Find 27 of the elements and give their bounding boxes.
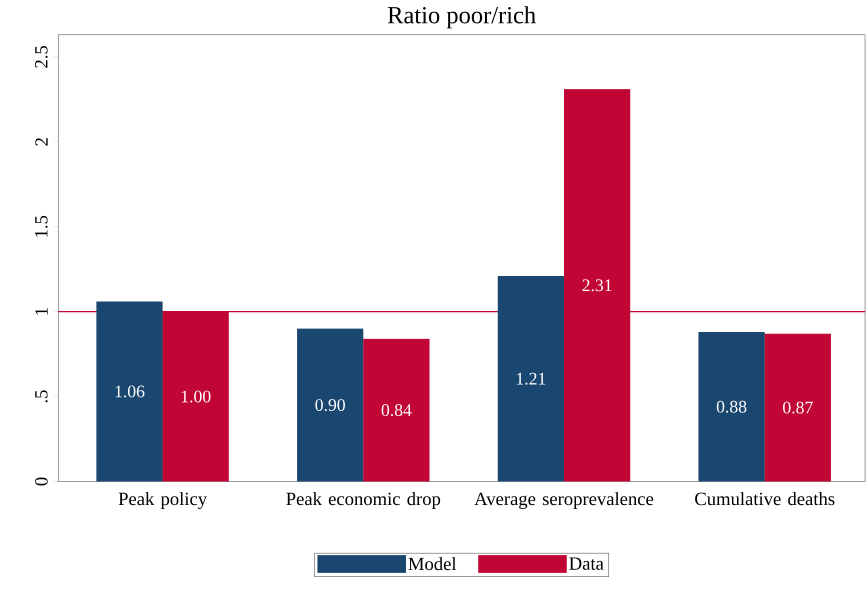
y-tick-label: 2.5 bbox=[35, 46, 48, 68]
legend-label: Model bbox=[408, 557, 456, 570]
data-label: 1.06 bbox=[116, 386, 144, 398]
bar bbox=[363, 338, 430, 482]
x-tick-label: Cumulative deaths bbox=[695, 492, 834, 506]
data-label: 1.21 bbox=[516, 372, 546, 385]
data-label: 0.84 bbox=[382, 404, 412, 416]
y-tick-label: .5 bbox=[35, 390, 48, 402]
y-tick-label: 0 bbox=[35, 478, 48, 486]
legend-label: Data bbox=[569, 558, 604, 570]
data-label: 0.88 bbox=[716, 400, 746, 413]
bar bbox=[96, 302, 163, 482]
bar bbox=[297, 328, 364, 482]
x-tick-label: Average seroprevalence bbox=[474, 492, 654, 510]
bar bbox=[698, 332, 765, 482]
x-tick-label: Peak policy bbox=[118, 492, 208, 510]
y-tick-label: 2 bbox=[35, 138, 48, 146]
bar bbox=[764, 334, 831, 482]
data-label: 2.31 bbox=[582, 280, 612, 292]
x-tick-label: Peak economic drop bbox=[286, 492, 440, 510]
chart-title: Ratio poor/rich bbox=[388, 6, 536, 29]
data-label: 1.00 bbox=[182, 390, 210, 403]
y-tick-label: 1 bbox=[35, 308, 48, 315]
data-label: 0.90 bbox=[315, 399, 345, 412]
bar bbox=[498, 276, 564, 482]
data-label: 0.87 bbox=[783, 402, 813, 414]
y-tick-label: 1.5 bbox=[35, 216, 48, 237]
